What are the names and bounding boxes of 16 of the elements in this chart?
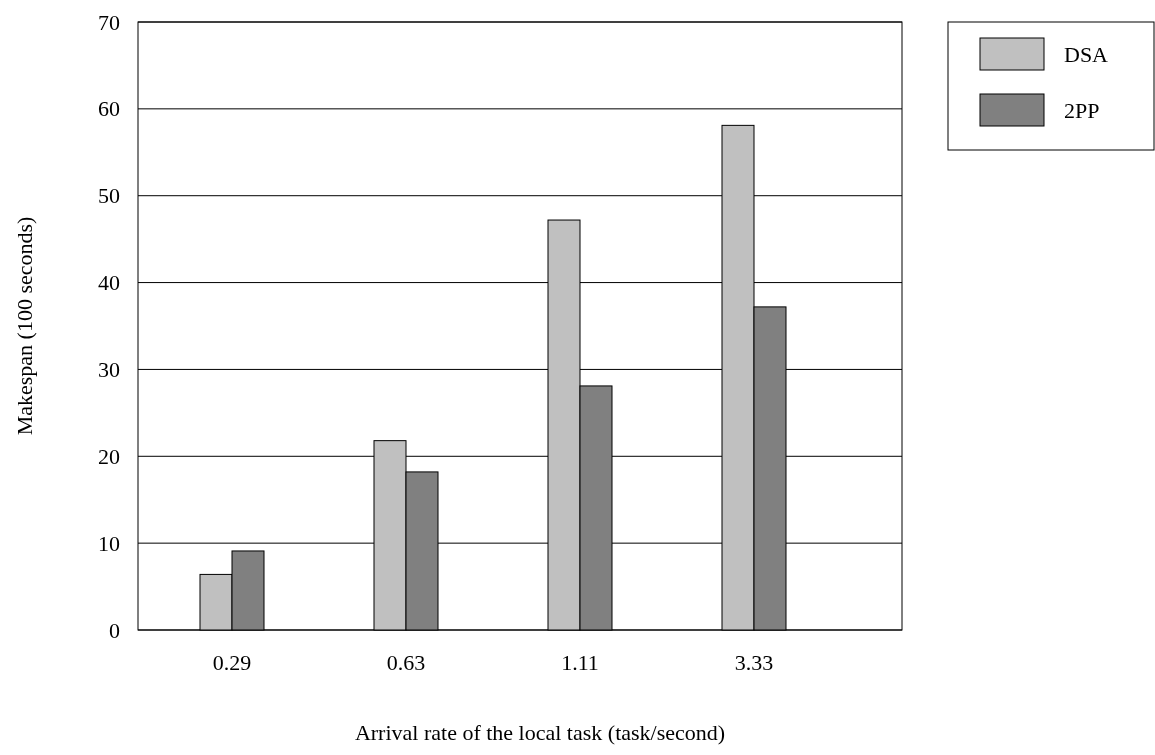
y-tick-label: 70 [98,9,120,35]
y-tick-label: 30 [98,356,120,382]
y-tick-label: 40 [98,270,120,296]
y-tick-label: 20 [98,443,120,469]
x-tick-label: 3.33 [734,650,774,675]
x-axis-title: Arrival rate of the local task (task/second) [354,720,726,745]
y-tick-label: 50 [98,183,120,209]
y-axis-title: Makespan (100 seconds) [12,216,37,436]
x-tick-label: 1.11 [561,650,599,675]
y-tick-label: 10 [98,530,120,556]
legend-label: DSA [1064,42,1109,67]
y-tick-label: 60 [98,96,120,122]
x-tick-label: 0.29 [212,650,252,675]
x-tick-label: 0.63 [386,650,426,675]
legend-label: 2PP [1064,98,1100,123]
y-tick-label: 0 [109,617,120,643]
